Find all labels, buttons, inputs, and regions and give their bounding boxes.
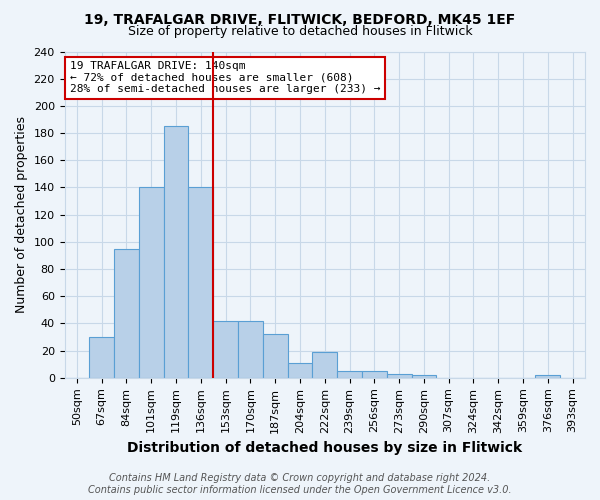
Bar [164, 126, 188, 378]
Text: 19 TRAFALGAR DRIVE: 140sqm
← 72% of detached houses are smaller (608)
28% of sem: 19 TRAFALGAR DRIVE: 140sqm ← 72% of deta… [70, 62, 380, 94]
Bar [362, 371, 387, 378]
Bar [337, 371, 362, 378]
Bar [139, 188, 164, 378]
Y-axis label: Number of detached properties: Number of detached properties [15, 116, 28, 313]
Bar [114, 248, 139, 378]
Text: Contains HM Land Registry data © Crown copyright and database right 2024.
Contai: Contains HM Land Registry data © Crown c… [88, 474, 512, 495]
Bar [263, 334, 287, 378]
Text: 19, TRAFALGAR DRIVE, FLITWICK, BEDFORD, MK45 1EF: 19, TRAFALGAR DRIVE, FLITWICK, BEDFORD, … [85, 12, 515, 26]
Bar [213, 320, 238, 378]
Text: Size of property relative to detached houses in Flitwick: Size of property relative to detached ho… [128, 25, 472, 38]
Bar [412, 375, 436, 378]
Bar [535, 375, 560, 378]
X-axis label: Distribution of detached houses by size in Flitwick: Distribution of detached houses by size … [127, 441, 523, 455]
Bar [287, 363, 313, 378]
Bar [188, 188, 213, 378]
Bar [313, 352, 337, 378]
Bar [89, 337, 114, 378]
Bar [387, 374, 412, 378]
Bar [238, 320, 263, 378]
